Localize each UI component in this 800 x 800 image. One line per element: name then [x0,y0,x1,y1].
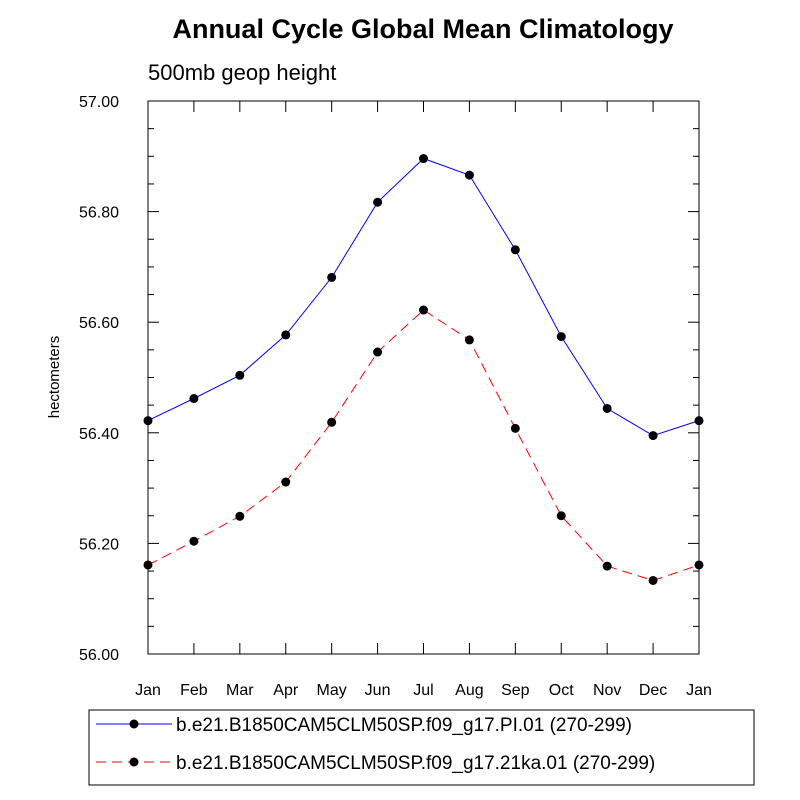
x-tick-label: Nov [593,682,621,699]
legend-label-2: b.e21.B1850CAM5CLM50SP.f09_g17.21ka.01 (… [176,753,655,774]
series-line-1 [147,157,700,437]
chart-subtitle: 500mb geop height [148,60,336,85]
data-point [602,403,612,413]
plot-frame [147,100,700,655]
data-point [510,423,520,433]
data-point [189,536,199,546]
data-point [556,511,566,521]
data-point [327,272,337,282]
chart-title: Annual Cycle Global Mean Climatology [172,14,673,44]
series-layer [143,154,704,585]
x-tick-label: Mar [226,682,254,699]
data-point [648,431,658,441]
x-tick-label: Aug [455,682,483,699]
y-tick-label: 57.00 [79,94,119,111]
data-point [510,245,520,255]
x-tick-label: Feb [180,682,208,699]
legend-marker-1 [129,719,139,729]
x-tick-label: Jun [365,682,391,699]
data-point [464,335,474,345]
x-tick-label: Jan [686,682,712,699]
x-tick-label: Jul [413,682,433,699]
x-tick-label: Sep [501,682,530,699]
legend-label-1: b.e21.B1850CAM5CLM50SP.f09_g17.PI.01 (27… [176,715,632,736]
data-point [281,477,291,487]
legend: b.e21.B1850CAM5CLM50SP.f09_g17.PI.01 (27… [88,709,755,786]
data-point [602,561,612,571]
data-point [419,305,428,315]
x-tick-label: Apr [273,682,299,699]
x-tick-label: May [317,682,347,699]
data-point [556,332,566,342]
y-tick-label: 56.00 [79,647,119,664]
y-tick-label: 56.40 [79,426,119,443]
data-point [189,394,199,404]
x-tick-label: Jan [135,682,161,699]
data-point [464,170,474,180]
y-tick-label: 56.80 [79,205,119,222]
data-point [373,347,383,357]
data-point [235,370,245,380]
data-point [235,511,245,521]
legend-box [88,709,755,786]
x-tick-label: Oct [549,682,574,699]
data-point [648,575,658,585]
legend-marker-2 [129,757,139,767]
series-line-2 [147,309,700,582]
y-tick-label: 56.60 [79,315,119,332]
y-tick-label: 56.20 [79,536,119,553]
data-point [327,417,337,427]
data-point [281,330,291,340]
ticks-layer: Jan Feb Mar Apr May Jun Jul Aug Sep Oct Nov Dec Jan 5… [79,94,712,699]
x-tick-label: Dec [639,682,667,699]
data-point [419,154,428,164]
y-axis-label: hectometers [46,336,63,419]
data-point [373,197,383,207]
